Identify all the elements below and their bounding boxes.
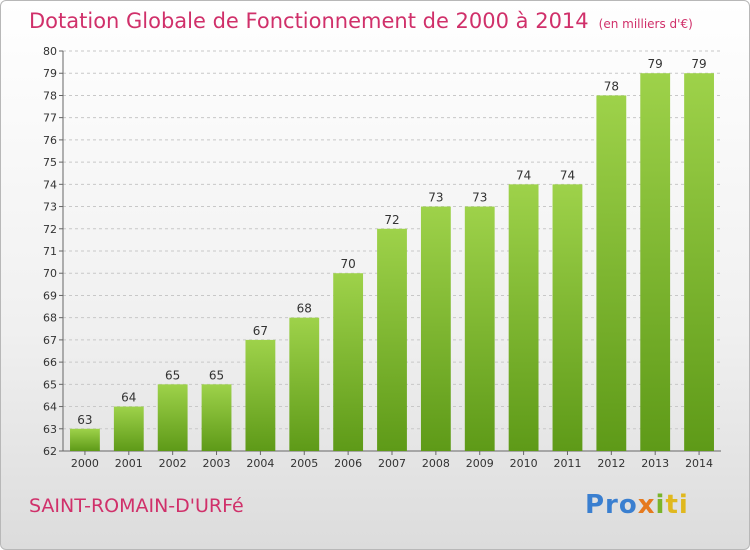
x-tick-label: 2006 bbox=[334, 457, 362, 470]
bar-2000 bbox=[70, 428, 100, 451]
y-tick-label: 63 bbox=[43, 423, 57, 436]
bar-value-label: 63 bbox=[77, 413, 92, 427]
x-tick-label: 2008 bbox=[422, 457, 450, 470]
y-tick-label: 72 bbox=[43, 223, 57, 236]
chart-title-text: Dotation Globale de Fonctionnement de 20… bbox=[29, 9, 589, 33]
bar-2002 bbox=[157, 384, 188, 451]
chart-title: Dotation Globale de Fonctionnement de 20… bbox=[29, 9, 693, 33]
logo-part-1: Pro bbox=[585, 490, 638, 520]
y-tick-label: 79 bbox=[43, 67, 57, 80]
x-tick-label: 2013 bbox=[641, 457, 669, 470]
y-tick-label: 68 bbox=[43, 312, 57, 325]
bar-value-label: 67 bbox=[253, 324, 268, 338]
y-tick-label: 64 bbox=[43, 401, 57, 414]
x-tick-label: 2000 bbox=[71, 457, 99, 470]
bar-value-label: 73 bbox=[428, 191, 443, 205]
y-tick-label: 75 bbox=[43, 156, 57, 169]
y-tick-label: 71 bbox=[43, 245, 57, 258]
x-tick-label: 2005 bbox=[290, 457, 318, 470]
bar-value-label: 64 bbox=[121, 391, 136, 405]
bar-value-label: 79 bbox=[691, 57, 706, 71]
x-tick-label: 2007 bbox=[378, 457, 406, 470]
y-tick-label: 62 bbox=[43, 445, 57, 458]
bar-2010 bbox=[508, 184, 539, 452]
y-tick-label: 74 bbox=[43, 178, 57, 191]
bar-value-label: 68 bbox=[297, 302, 312, 316]
y-tick-label: 69 bbox=[43, 289, 57, 302]
bar-2012 bbox=[596, 95, 627, 451]
x-tick-label: 2012 bbox=[597, 457, 625, 470]
y-tick-label: 70 bbox=[43, 267, 57, 280]
bar-2005 bbox=[289, 317, 320, 451]
y-tick-label: 73 bbox=[43, 201, 57, 214]
bar-2013 bbox=[640, 73, 671, 451]
bar-value-label: 78 bbox=[604, 79, 619, 93]
bar-value-label: 65 bbox=[165, 368, 180, 382]
y-tick-label: 66 bbox=[43, 356, 57, 369]
y-tick-label: 76 bbox=[43, 134, 57, 147]
bar-value-label: 70 bbox=[340, 257, 355, 271]
bar-2006 bbox=[333, 273, 364, 451]
x-tick-label: 2014 bbox=[685, 457, 713, 470]
y-tick-label: 77 bbox=[43, 112, 57, 125]
commune-name: SAINT-ROMAIN-D'URFé bbox=[29, 495, 244, 517]
y-tick-label: 78 bbox=[43, 89, 57, 102]
bar-value-label: 72 bbox=[384, 213, 399, 227]
bar-value-label: 79 bbox=[648, 57, 663, 71]
bar-2009 bbox=[464, 206, 495, 451]
bar-value-label: 74 bbox=[516, 168, 531, 182]
x-tick-label: 2004 bbox=[246, 457, 274, 470]
logo-part-4: ti bbox=[665, 490, 689, 520]
chart-unit: (en milliers d'€) bbox=[598, 17, 693, 31]
y-tick-label: 67 bbox=[43, 334, 57, 347]
bar-2001 bbox=[113, 406, 144, 451]
bar-2008 bbox=[420, 206, 451, 451]
bar-2007 bbox=[377, 228, 407, 451]
bar-value-label: 73 bbox=[472, 191, 487, 205]
x-tick-label: 2002 bbox=[159, 457, 187, 470]
logo-part-2: x bbox=[637, 490, 656, 520]
logo-part-3: i bbox=[655, 490, 666, 520]
x-tick-label: 2009 bbox=[466, 457, 494, 470]
x-tick-label: 2011 bbox=[553, 457, 581, 470]
x-tick-label: 2003 bbox=[203, 457, 231, 470]
bar-value-label: 74 bbox=[560, 168, 575, 182]
bar-2014 bbox=[684, 73, 714, 451]
proxiti-logo: Proxiti bbox=[585, 490, 689, 520]
bar-2003 bbox=[201, 384, 232, 451]
y-tick-label: 80 bbox=[43, 45, 57, 58]
bar-value-label: 65 bbox=[209, 368, 224, 382]
x-tick-label: 2010 bbox=[510, 457, 538, 470]
bar-2011 bbox=[552, 184, 583, 452]
bar-2004 bbox=[245, 339, 276, 451]
x-tick-label: 2001 bbox=[115, 457, 143, 470]
y-tick-label: 65 bbox=[43, 378, 57, 391]
